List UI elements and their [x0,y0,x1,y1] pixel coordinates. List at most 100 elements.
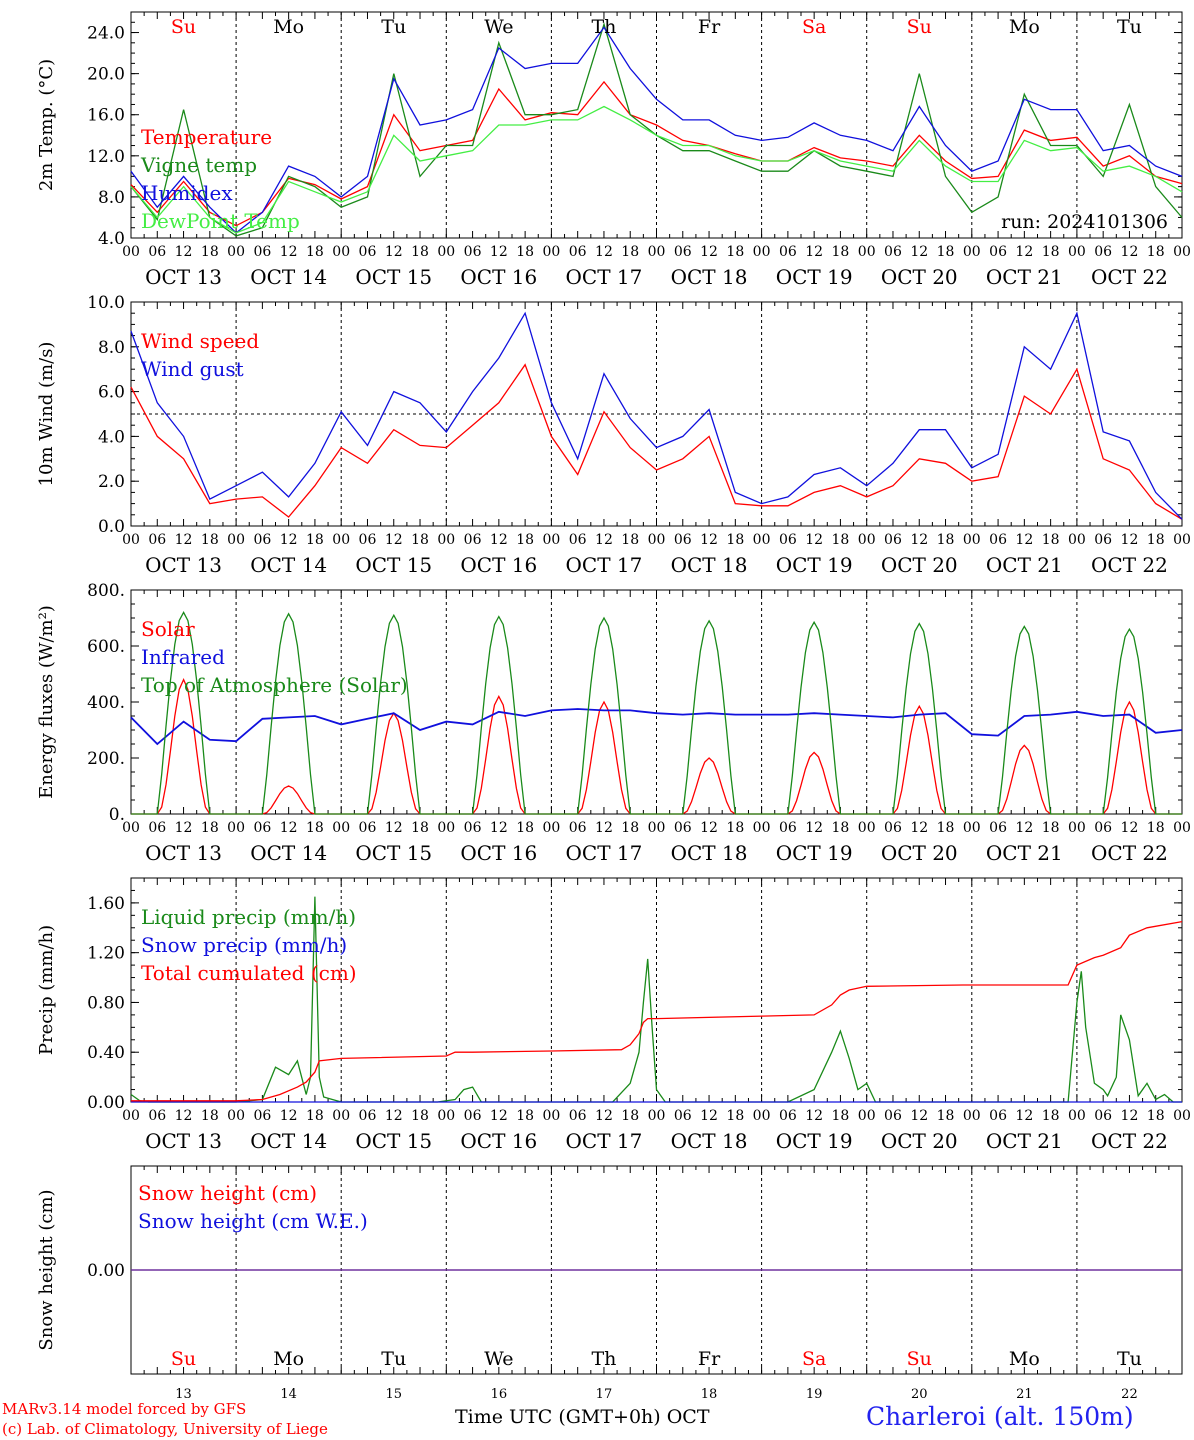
weekday-label-bottom: Su [907,1348,932,1370]
hour-tick-label: 06 [674,820,692,836]
legend-entry: Wind speed [141,329,259,353]
hour-tick-label: 18 [937,244,955,260]
day-number-label: 16 [491,1387,508,1402]
date-label: OCT 15 [355,265,432,289]
y-tick-label: 1.60 [87,894,125,914]
series-line-wind-speed [130,363,1183,520]
y-tick-label: 10.0 [87,293,125,313]
hour-tick-label: 00 [1173,1108,1191,1124]
hour-tick-label: 18 [832,820,850,836]
y-axis-label: Energy fluxes (W/m²) [36,605,57,799]
date-label: OCT 18 [671,265,748,289]
hour-tick-label: 18 [516,1108,534,1124]
weekday-label-top: Mo [273,16,304,38]
hour-tick-label: 06 [989,244,1007,260]
hour-tick-label: 00 [963,244,981,260]
hour-tick-label: 12 [595,532,613,548]
date-label: OCT 22 [1091,1129,1168,1153]
hour-tick-label: 06 [674,244,692,260]
legend-entry: Solar [141,617,195,641]
hour-tick-label: 12 [910,244,928,260]
hour-tick-label: 18 [726,244,744,260]
date-label: OCT 20 [881,553,958,577]
legend-entry: Infrared [141,645,225,669]
date-label: OCT 14 [250,841,327,865]
hour-tick-label: 12 [280,532,298,548]
hour-tick-label: 06 [779,1108,797,1124]
hour-tick-label: 18 [937,532,955,548]
hour-tick-label: 06 [779,820,797,836]
y-axis-label: Precip (mm/h) [36,925,57,1055]
y-tick-label: 0.40 [87,1043,125,1063]
hour-tick-label: 06 [989,1108,1007,1124]
hour-tick-label: 00 [122,244,140,260]
y-tick-label: 0. [109,805,125,825]
hour-tick-label: 12 [385,532,403,548]
y-tick-label: 6.0 [98,383,125,403]
hour-tick-label: 00 [858,820,876,836]
y-tick-label: 0.80 [87,993,125,1013]
y-tick-label: 8.0 [98,188,125,208]
hour-tick-label: 12 [490,532,508,548]
legend-entry: Temperature [141,125,272,149]
day-number-label: 19 [806,1387,823,1402]
hour-tick-label: 00 [858,532,876,548]
hour-tick-label: 12 [1015,820,1033,836]
series-line-top-of-atmosphere-solar- [131,611,1182,815]
hour-tick-label: 06 [253,1108,271,1124]
date-label: OCT 15 [355,841,432,865]
hour-tick-label: 06 [148,244,166,260]
date-label: OCT 17 [566,1129,643,1153]
hour-tick-label: 18 [306,820,324,836]
legend-entry: Top of Atmosphere (Solar) [141,673,408,697]
y-tick-label: 200. [87,749,125,769]
weekday-label-top: Tu [381,16,406,38]
hour-tick-label: 00 [753,820,771,836]
hour-tick-label: 18 [306,532,324,548]
hour-tick-label: 12 [1121,1108,1139,1124]
hour-tick-label: 12 [490,244,508,260]
weekday-label-top: Sa [802,16,826,38]
hour-tick-label: 12 [385,244,403,260]
hour-tick-label: 18 [411,820,429,836]
day-number-label: 14 [280,1387,297,1402]
hour-tick-label: 00 [332,532,350,548]
hour-tick-label: 00 [437,532,455,548]
hour-tick-label: 06 [359,1108,377,1124]
series-line-humidex [130,26,1183,234]
legend-entry: Wind gust [141,357,244,381]
x-axis-label: Time UTC (GMT+0h) OCT [455,1406,710,1428]
hour-tick-label: 00 [227,244,245,260]
hour-tick-label: 00 [122,820,140,836]
hour-tick-label: 12 [805,244,823,260]
date-label: OCT 21 [986,553,1063,577]
date-label: OCT 22 [1091,265,1168,289]
legend-entry: DewPoint Temp [141,209,300,233]
hour-tick-label: 06 [253,820,271,836]
date-label: OCT 13 [145,553,222,577]
hour-tick-label: 18 [832,1108,850,1124]
hour-tick-label: 12 [280,1108,298,1124]
hour-tick-label: 18 [411,532,429,548]
hour-tick-label: 18 [201,532,219,548]
weekday-label-bottom: Su [171,1348,196,1370]
weekday-label-bottom: Mo [273,1348,304,1370]
series-line-wind-gust [130,311,1183,520]
date-label: OCT 13 [145,841,222,865]
hour-tick-label: 06 [989,532,1007,548]
hour-tick-label: 06 [884,820,902,836]
hour-tick-label: 12 [280,820,298,836]
hour-tick-label: 18 [1147,244,1165,260]
weekday-label-top: Su [171,16,196,38]
y-tick-label: 0.00 [87,1261,125,1281]
hour-tick-label: 00 [648,820,666,836]
hour-tick-label: 12 [1015,244,1033,260]
y-tick-label: 24.0 [87,24,125,44]
hour-tick-label: 12 [175,532,193,548]
hour-tick-label: 12 [805,820,823,836]
hour-tick-label: 18 [726,532,744,548]
date-label: OCT 20 [881,265,958,289]
date-label: OCT 16 [460,1129,537,1153]
date-label: OCT 13 [145,265,222,289]
